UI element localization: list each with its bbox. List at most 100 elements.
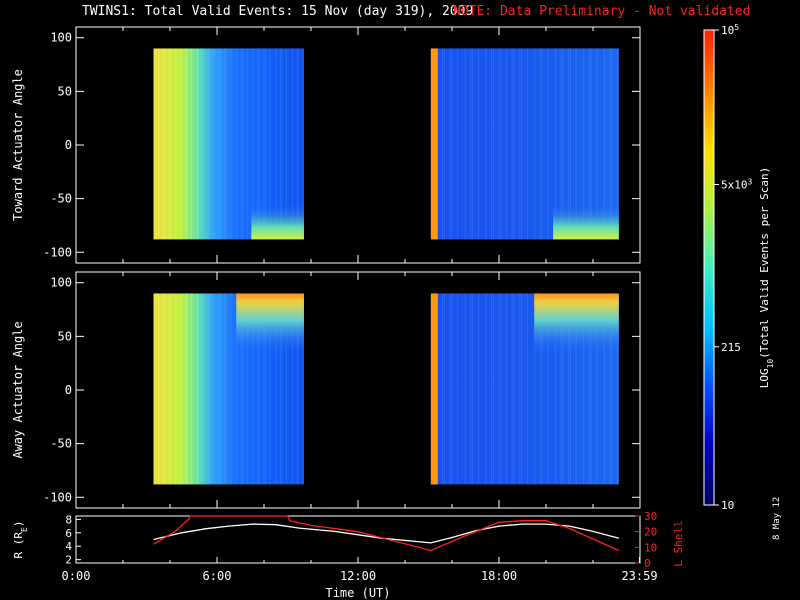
toward-ytick-label: 50 [58,84,72,98]
orbit-series-r [153,523,620,544]
orbit-ytick-right-label: 10 [644,541,657,554]
away-data-streak [279,293,281,485]
toward-data-streak [442,48,444,240]
orbit-ytick-left-label: 2 [65,554,72,567]
orbit-xlabel: Time (UT) [325,586,390,600]
away-data-streak [291,293,293,485]
toward-data-glow [553,204,619,240]
toward-data-streak [568,48,570,240]
orbit-ytick-right-label: 20 [644,526,657,539]
toward-data-streak [180,48,182,240]
toward-data-streak [197,48,199,240]
away-data-streak [281,293,283,485]
toward-data-streak [609,48,611,240]
away-data-streak [603,293,605,485]
away-data-streak [511,293,513,485]
away-data-streak [444,293,446,485]
away-data-streak [153,293,155,485]
away-data-streak [611,293,613,485]
away-data-streak [588,293,590,485]
toward-data-streak [534,48,536,240]
toward-data-streak [491,48,493,240]
away-data-streak [519,293,521,485]
colorbar-tick-label: 10 [721,499,734,512]
away-data-streak [252,293,254,485]
away-ylabel: Away Actuator Angle [11,321,25,458]
away-data-streak [485,293,487,485]
away-data-streak [547,293,549,485]
orbit-ytick-right-label: 0 [644,557,651,570]
toward-ytick-label: -100 [43,245,72,259]
away-data-streak [596,293,598,485]
toward-data-streak [264,48,266,240]
away-data-streak [242,293,244,485]
away-data-streak [560,293,562,485]
away-ytick-label: -50 [50,437,72,451]
toward-data-streak [575,48,577,240]
toward-ylabel: Toward Actuator Angle [11,69,25,221]
toward-data-streak [500,48,502,240]
toward-data-streak [472,48,474,240]
away-data-streak [296,293,298,485]
away-data-streak [451,293,453,485]
toward-data-streak [297,48,299,240]
orbit-xtick-label: 6:00 [203,569,232,583]
toward-data-streak [162,48,164,240]
toward-data-streak [506,48,508,240]
away-data-streak [464,293,466,485]
away-data-streak [449,293,451,485]
toward-data-streak [281,48,283,240]
toward-ytick-label: 0 [65,138,72,152]
toward-data-streak [526,48,528,240]
toward-data-streak [269,48,271,240]
orbit-ytick-left-label: 4 [65,540,72,553]
toward-data-streak [285,48,287,240]
away-data-streak [197,293,199,485]
toward-data-streak [521,48,523,240]
away-data-streak [180,293,182,485]
away-data-streak [264,293,266,485]
away-data-streak [164,293,166,485]
away-data-streak [185,293,187,485]
colorbar [703,29,715,506]
away-data-streak [224,293,226,485]
title-line: TWINS1: Total Valid Events: 15 Nov (day … [0,4,800,22]
orbit-xtick-label: 23:59 [621,569,657,583]
away-data-streak [218,293,220,485]
toward-data-streak [485,48,487,240]
toward-data-streak [539,48,541,240]
orbit-ytick-left-label: 8 [65,513,72,526]
toward-data-streak [186,48,188,240]
toward-data-streak [560,48,562,240]
orbit-ytick-right-label: 30 [644,510,657,523]
toward-data-streak [590,48,592,240]
toward-data-streak [296,48,298,240]
toward-data-streak [263,48,265,240]
toward-data-streak [236,48,238,240]
away-data-streak [186,293,188,485]
toward-data-streak [596,48,598,240]
chart-title: TWINS1: Total Valid Events: 15 Nov (day … [82,4,474,19]
toward-data-streak [252,48,254,240]
toward-data-streak [547,48,549,240]
away-data-streak [477,293,479,485]
toward-data-streak [174,48,176,240]
away-data-streak [225,293,227,485]
toward-data-streak [611,48,613,240]
away-data-streak [209,293,211,485]
away-data-streak [191,293,193,485]
toward-data-streak [464,48,466,240]
toward-data-streak [477,48,479,240]
toward-data-streak [242,48,244,240]
away-ytick-label: 0 [65,383,72,397]
toward-data-streak [519,48,521,240]
toward-data-streak [562,48,564,240]
colorbar-tick-label: 215 [721,341,741,354]
away-data-streak [526,293,528,485]
away-data-streak [534,293,536,485]
away-data-streak [207,293,209,485]
toward-data-streak [218,48,220,240]
colorbar-tick-label: 105 [721,23,739,38]
away-data-streak [472,293,474,485]
toward-data-streak [275,48,277,240]
